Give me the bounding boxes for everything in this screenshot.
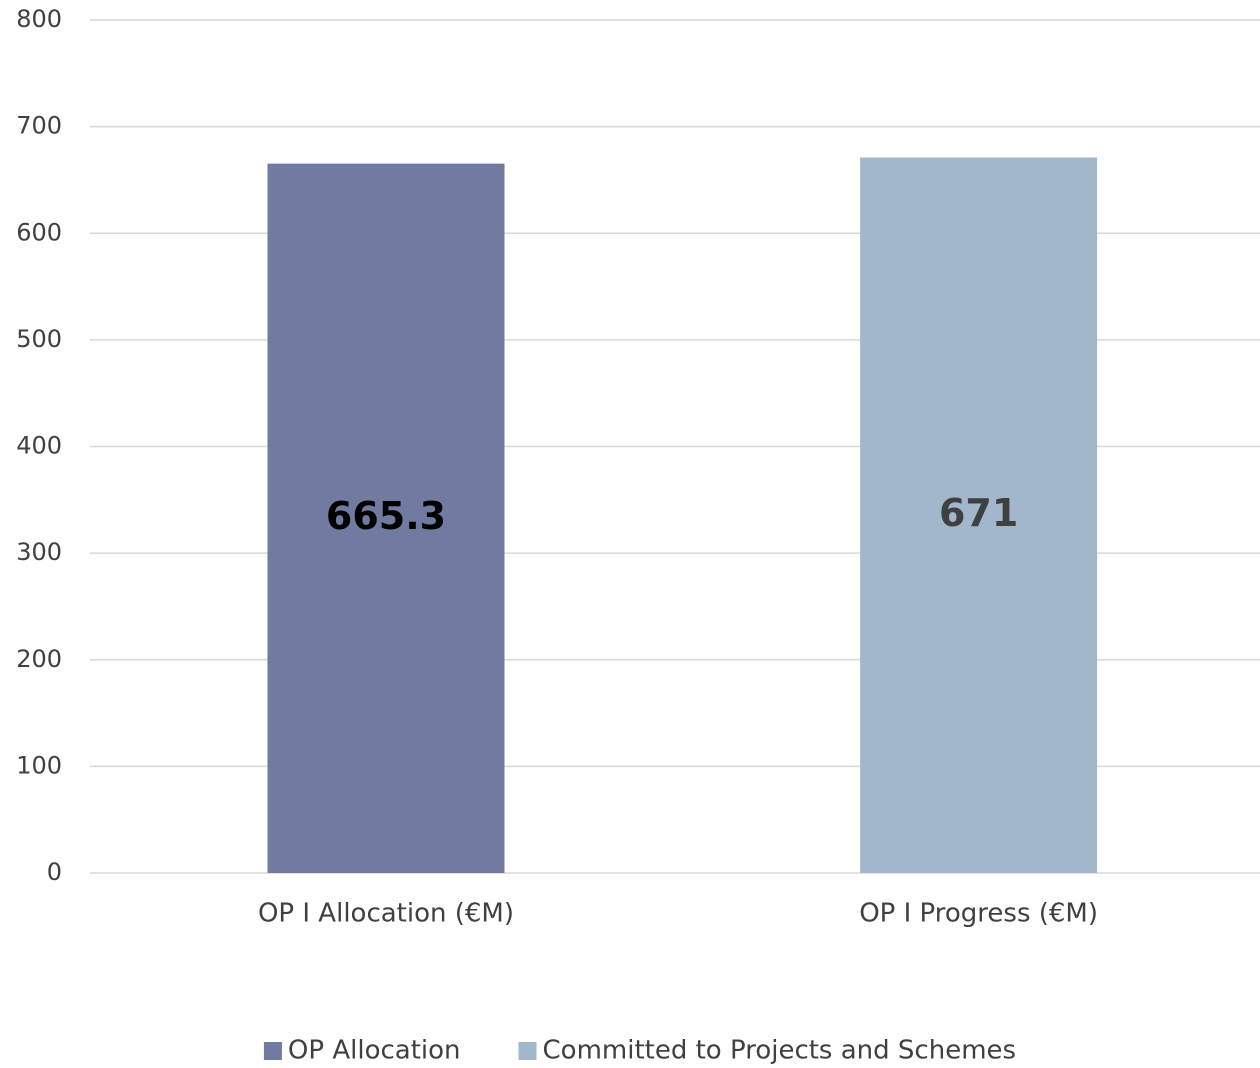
y-tick-label: 200 — [16, 645, 62, 673]
x-tick-label: OP I Progress (€M) — [859, 899, 1098, 929]
legend-swatch — [518, 1042, 537, 1060]
bar — [267, 163, 505, 873]
data-label: 671 — [939, 491, 1018, 535]
y-tick-label: 100 — [16, 751, 62, 779]
x-tick-label: OP I Allocation (€M) — [258, 899, 514, 929]
y-tick-label: 600 — [16, 218, 62, 246]
y-tick-label: 700 — [16, 112, 62, 140]
y-tick-label: 500 — [16, 325, 62, 353]
bar — [860, 157, 1098, 873]
legend-label: Committed to Projects and Schemes — [543, 1036, 1017, 1066]
y-tick-label: 0 — [47, 858, 62, 886]
y-tick-label: 800 — [16, 5, 62, 33]
legend-label: OP Allocation — [288, 1036, 461, 1066]
y-tick-label: 300 — [16, 538, 62, 566]
legend-swatch — [263, 1042, 282, 1060]
y-tick-label: 400 — [16, 432, 62, 460]
data-label: 665.3 — [326, 494, 446, 538]
